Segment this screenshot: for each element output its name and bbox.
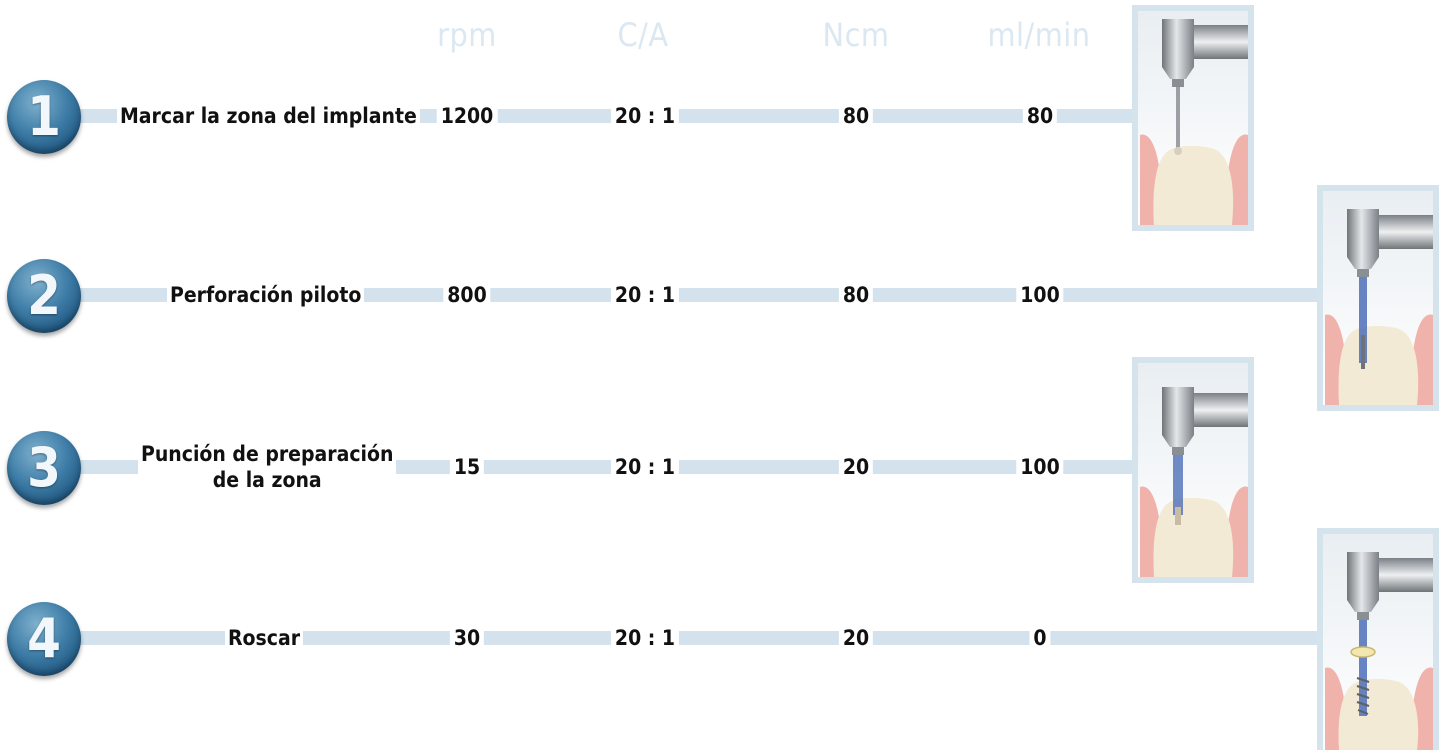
ml-min-value: 100: [1016, 454, 1064, 480]
tap-icon: [1317, 528, 1439, 750]
row-connector-bar: [80, 288, 1320, 302]
row-connector-bar: [80, 631, 1320, 645]
step-label: Roscar: [225, 625, 304, 651]
rpm-value: 1200: [436, 103, 498, 129]
marking-bur-icon: [1132, 5, 1254, 231]
ml-min-value: 100: [1016, 282, 1064, 308]
ml-min-value: 0: [1029, 625, 1051, 651]
step-label: Punción de preparación de la zona: [138, 441, 397, 493]
ca-value: 20 : 1: [610, 454, 680, 480]
header-ncm: Ncm: [822, 16, 890, 54]
step-number-badge: 2: [7, 259, 81, 333]
step-label: Marcar la zona del implante: [117, 103, 420, 129]
ncm-value: 80: [838, 282, 874, 308]
rpm-value: 30: [449, 625, 485, 651]
ncm-value: 20: [838, 625, 874, 651]
ca-value: 20 : 1: [610, 625, 680, 651]
ml-min-value: 80: [1022, 103, 1058, 129]
ca-value: 20 : 1: [610, 282, 680, 308]
step-label-line-1: Punción de preparación: [141, 442, 394, 466]
ncm-value: 80: [838, 103, 874, 129]
step-number-badge: 4: [7, 602, 81, 676]
step-number-badge: 1: [7, 80, 81, 154]
punch-icon: [1132, 357, 1254, 583]
rpm-value: 800: [443, 282, 491, 308]
step-number-badge: 3: [7, 431, 81, 505]
header-ml-min: ml/min: [987, 16, 1091, 54]
header-ca: C/A: [617, 16, 669, 54]
ca-value: 20 : 1: [610, 103, 680, 129]
pilot-drill-icon: [1317, 185, 1439, 411]
step-label: Perforación piloto: [167, 282, 365, 308]
ncm-value: 20: [838, 454, 874, 480]
rpm-value: 15: [449, 454, 485, 480]
header-rpm: rpm: [437, 16, 497, 54]
step-label-line-2: de la zona: [212, 468, 322, 492]
